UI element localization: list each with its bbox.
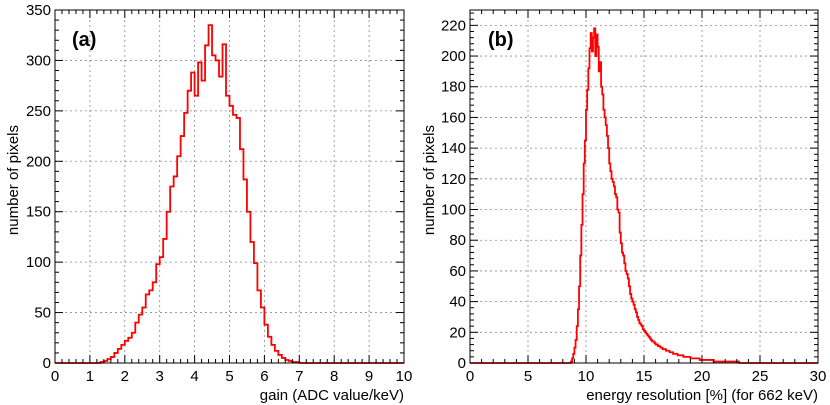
y-tick-label: 200 bbox=[26, 153, 51, 170]
y-tick-label: 250 bbox=[26, 103, 51, 120]
x-tick-label: 6 bbox=[260, 368, 268, 385]
y-tick-label: 0 bbox=[43, 355, 51, 372]
plot-area: 0 5 10 15 20 25 30 0 20 40 60 80 100 120 140 160 180 200 2… bbox=[441, 9, 827, 385]
x-tick-label: 0 bbox=[51, 368, 59, 385]
histogram-series bbox=[470, 27, 818, 364]
panel-b: 0 5 10 15 20 25 30 0 20 40 60 80 100 120 140 160 180 200 2… bbox=[421, 9, 827, 404]
y-tick-label: 0 bbox=[458, 355, 466, 372]
panel-b-xlabel: energy resolution [%] (for 662 keV) bbox=[586, 387, 818, 404]
x-tick-label: 7 bbox=[295, 368, 303, 385]
y-tick-label: 50 bbox=[34, 305, 51, 322]
y-tick-label: 300 bbox=[26, 52, 51, 69]
x-tick-label: 2 bbox=[121, 368, 129, 385]
x-tick-label: 4 bbox=[190, 368, 198, 385]
y-tick-label: 350 bbox=[26, 2, 51, 19]
x-tick-label: 3 bbox=[156, 368, 164, 385]
y-tick-label: 60 bbox=[449, 263, 466, 280]
y-tick-label: 150 bbox=[26, 204, 51, 221]
x-tick-label: 25 bbox=[752, 368, 769, 385]
panel-b-ylabel: number of pixels bbox=[421, 125, 438, 235]
y-tick-label: 80 bbox=[449, 232, 466, 249]
y-tick-label: 160 bbox=[441, 109, 466, 126]
x-tick-label: 5 bbox=[225, 368, 233, 385]
x-tick-label: 30 bbox=[810, 368, 827, 385]
y-tick-label: 140 bbox=[441, 140, 466, 157]
x-tick-label: 20 bbox=[694, 368, 711, 385]
x-tick-label: 15 bbox=[636, 368, 653, 385]
y-tick-label: 200 bbox=[441, 48, 466, 65]
x-tick-label: 5 bbox=[524, 368, 532, 385]
x-tick-label: 8 bbox=[330, 368, 338, 385]
y-tick-label: 100 bbox=[441, 202, 466, 219]
y-tick-label: 100 bbox=[26, 254, 51, 271]
panel-b-label: (b) bbox=[488, 29, 514, 51]
x-tick-label: 10 bbox=[578, 368, 595, 385]
x-tick-label: 9 bbox=[365, 368, 373, 385]
y-tick-label: 120 bbox=[441, 171, 466, 188]
x-tick-label: 0 bbox=[466, 368, 474, 385]
x-tick-label: 1 bbox=[86, 368, 94, 385]
panel-a-label: (a) bbox=[72, 29, 96, 51]
panel-a-ylabel: number of pixels bbox=[5, 125, 22, 235]
y-tick-label: 40 bbox=[449, 294, 466, 311]
y-tick-label: 20 bbox=[449, 324, 466, 341]
panel-a-xlabel: gain (ADC value/keV) bbox=[260, 387, 404, 404]
x-tick-label: 10 bbox=[396, 368, 413, 385]
y-tick-label: 220 bbox=[441, 17, 466, 34]
y-tick-label: 180 bbox=[441, 79, 466, 96]
